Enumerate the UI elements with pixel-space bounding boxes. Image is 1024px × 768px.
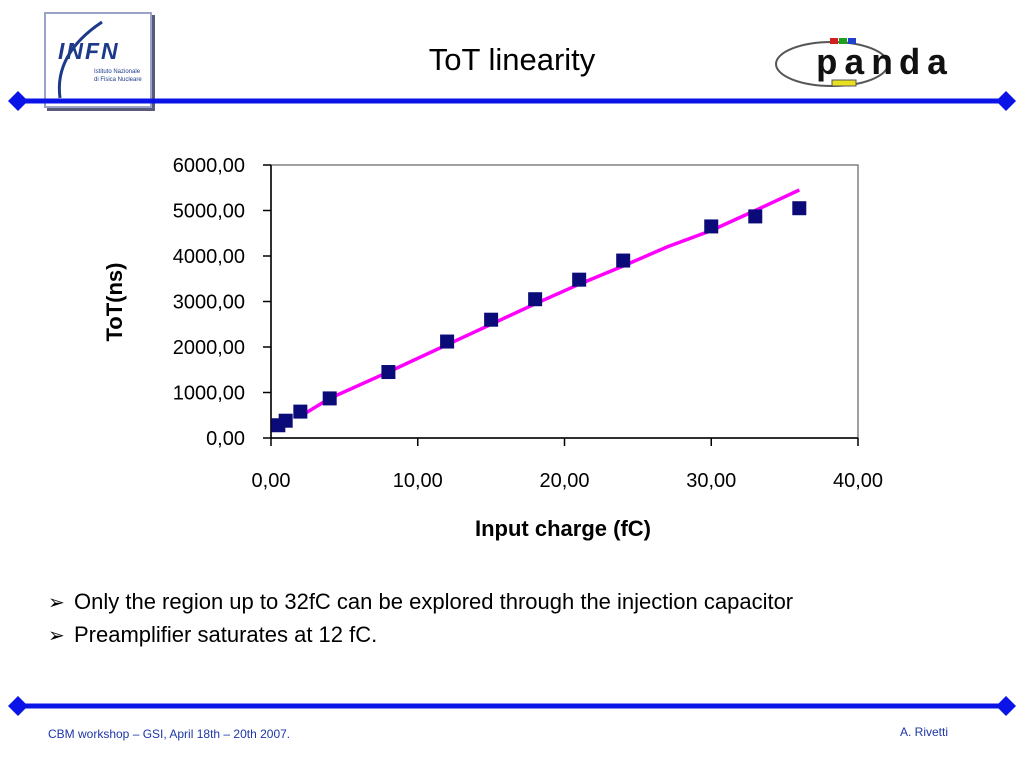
data-point [278, 413, 293, 428]
slide-title: ToT linearity [428, 42, 596, 77]
infn-subtitle: Istituto Nazionale di Fisica Nucleare [94, 68, 150, 84]
data-point [792, 201, 807, 216]
data-point [616, 253, 631, 268]
bullet-list: ➢ Only the region up to 32fC can be expl… [48, 586, 793, 652]
infn-logo: INFN Istituto Nazionale di Fisica Nuclea… [44, 12, 152, 108]
bullet-item: ➢ Preamplifier saturates at 12 fC. [48, 619, 793, 652]
infn-subtitle-line-1: Istituto Nazionale [94, 69, 141, 75]
fit-line-series [299, 188, 801, 418]
x-tick-label: 20,00 [539, 470, 589, 492]
bottom-rule-left-diamond-icon [8, 696, 28, 716]
y-axis-label: ToT(ns) [102, 262, 127, 341]
infn-arc-icon [57, 20, 103, 99]
data-point [704, 219, 719, 234]
fit-line [299, 188, 801, 418]
data-point [484, 312, 499, 327]
y-tick-label: 1000,00 [173, 383, 245, 405]
y-tick-label: 2000,00 [173, 337, 245, 359]
top-rule-right-diamond-icon [996, 91, 1016, 111]
infn-wordmark: INFN [58, 38, 120, 64]
y-tick-label: 4000,00 [173, 246, 245, 268]
x-tick-label: 30,00 [686, 470, 736, 492]
data-point [528, 292, 543, 307]
data-point [322, 391, 337, 406]
x-tick-label: 0,00 [252, 470, 291, 492]
footer-event: CBM workshop – GSI, April 18th – 20th 20… [48, 727, 291, 741]
plot-area-border [270, 164, 859, 439]
panda-wordmark: panda [816, 44, 954, 85]
bullet-text: Preamplifier saturates at 12 fC. [74, 622, 378, 647]
footer-author: A. Rivetti [899, 725, 948, 739]
y-tick-label: 3000,00 [173, 292, 245, 314]
x-axis-ticks: 0,00 10,00 20,00 30,00 40,00 [252, 438, 883, 492]
x-axis-label: Input charge (fC) [475, 516, 651, 541]
x-tick-label: 10,00 [393, 470, 443, 492]
y-tick-label: 5000,00 [173, 201, 245, 223]
top-rule-left-diamond-icon [8, 91, 28, 111]
y-axis-ticks: 0,00 1000,00 2000,00 3000,00 4000,00 5000,00 6… [173, 155, 271, 450]
measured-points-series [271, 201, 807, 433]
arrow-bullet-icon: ➢ [48, 625, 65, 647]
arrow-bullet-icon: ➢ [48, 592, 65, 614]
data-point [748, 209, 763, 224]
data-point [440, 334, 455, 349]
y-tick-label: 6000,00 [173, 155, 245, 177]
data-point [293, 404, 308, 419]
infn-subtitle-line-2: di Fisica Nucleare [94, 77, 142, 83]
bullet-text: Only the region up to 32fC can be explor… [74, 589, 794, 614]
bullet-item: ➢ Only the region up to 32fC can be expl… [48, 586, 793, 619]
y-tick-label: 0,00 [206, 428, 245, 450]
bottom-rule-right-diamond-icon [996, 696, 1016, 716]
x-tick-label: 40,00 [833, 470, 883, 492]
panda-logo: panda [775, 38, 954, 87]
data-point [381, 365, 396, 380]
plot-frame [270, 164, 859, 439]
data-point [572, 272, 587, 287]
